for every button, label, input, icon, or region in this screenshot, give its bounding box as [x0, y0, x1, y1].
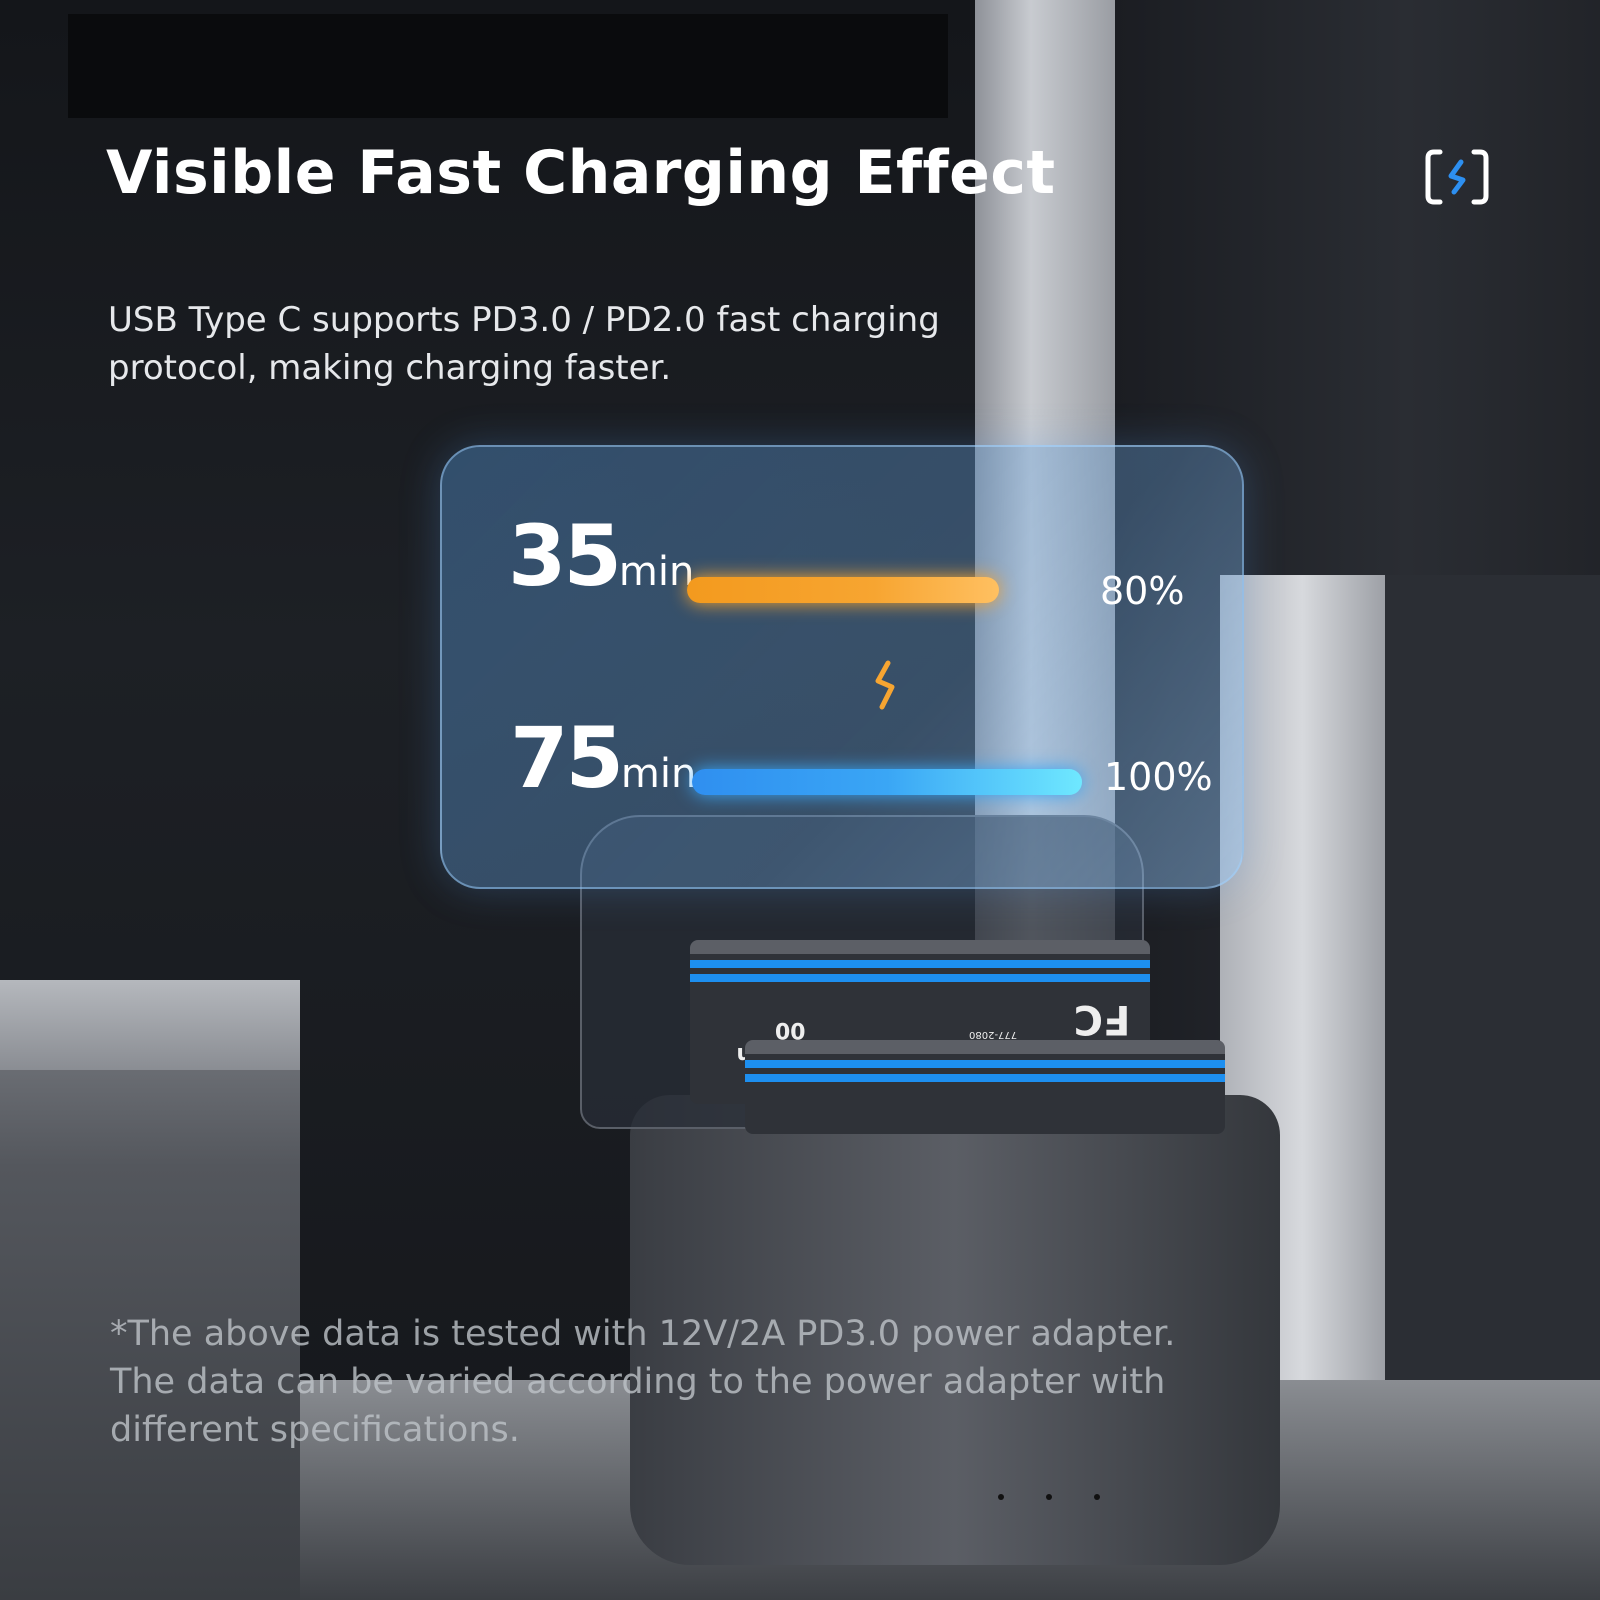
usb-c-lightning-icon [1425, 149, 1489, 205]
charging-case [630, 1095, 1280, 1565]
progress-fill [687, 577, 999, 603]
left-pedestal-top [0, 980, 300, 1070]
lightning-icon [875, 660, 895, 710]
subtitle: USB Type C supports PD3.0 / PD2.0 fast c… [108, 300, 940, 388]
progress-bar-2 [692, 769, 1082, 795]
charge-percent-1: 80% [1100, 569, 1185, 613]
time-value: 35 [508, 507, 622, 605]
time-unit: min [618, 549, 695, 595]
battery-stripe [690, 974, 1150, 982]
battery-stripe [745, 1074, 1225, 1082]
time-unit: min [620, 751, 697, 797]
footnote: *The above data is tested with 12V/2A PD… [110, 1314, 1176, 1450]
battery-stripe [745, 1060, 1225, 1068]
time-value: 75 [510, 709, 624, 807]
progress-fill [692, 769, 1082, 795]
progress-bar-1 [687, 577, 1077, 603]
page-title: Visible Fast Charging Effect [106, 138, 1056, 208]
charge-percent-2: 100% [1104, 755, 1213, 799]
header-band [68, 14, 948, 118]
charge-time-1: 35min [508, 507, 694, 605]
led-indicators [998, 1485, 1142, 1504]
left-pedestal [0, 980, 300, 1600]
charging-info-panel: 35min 80% 75min 100% [440, 445, 1244, 889]
battery-stripe [690, 960, 1150, 968]
charge-time-2: 75min [510, 709, 696, 807]
battery-front [745, 1040, 1225, 1134]
